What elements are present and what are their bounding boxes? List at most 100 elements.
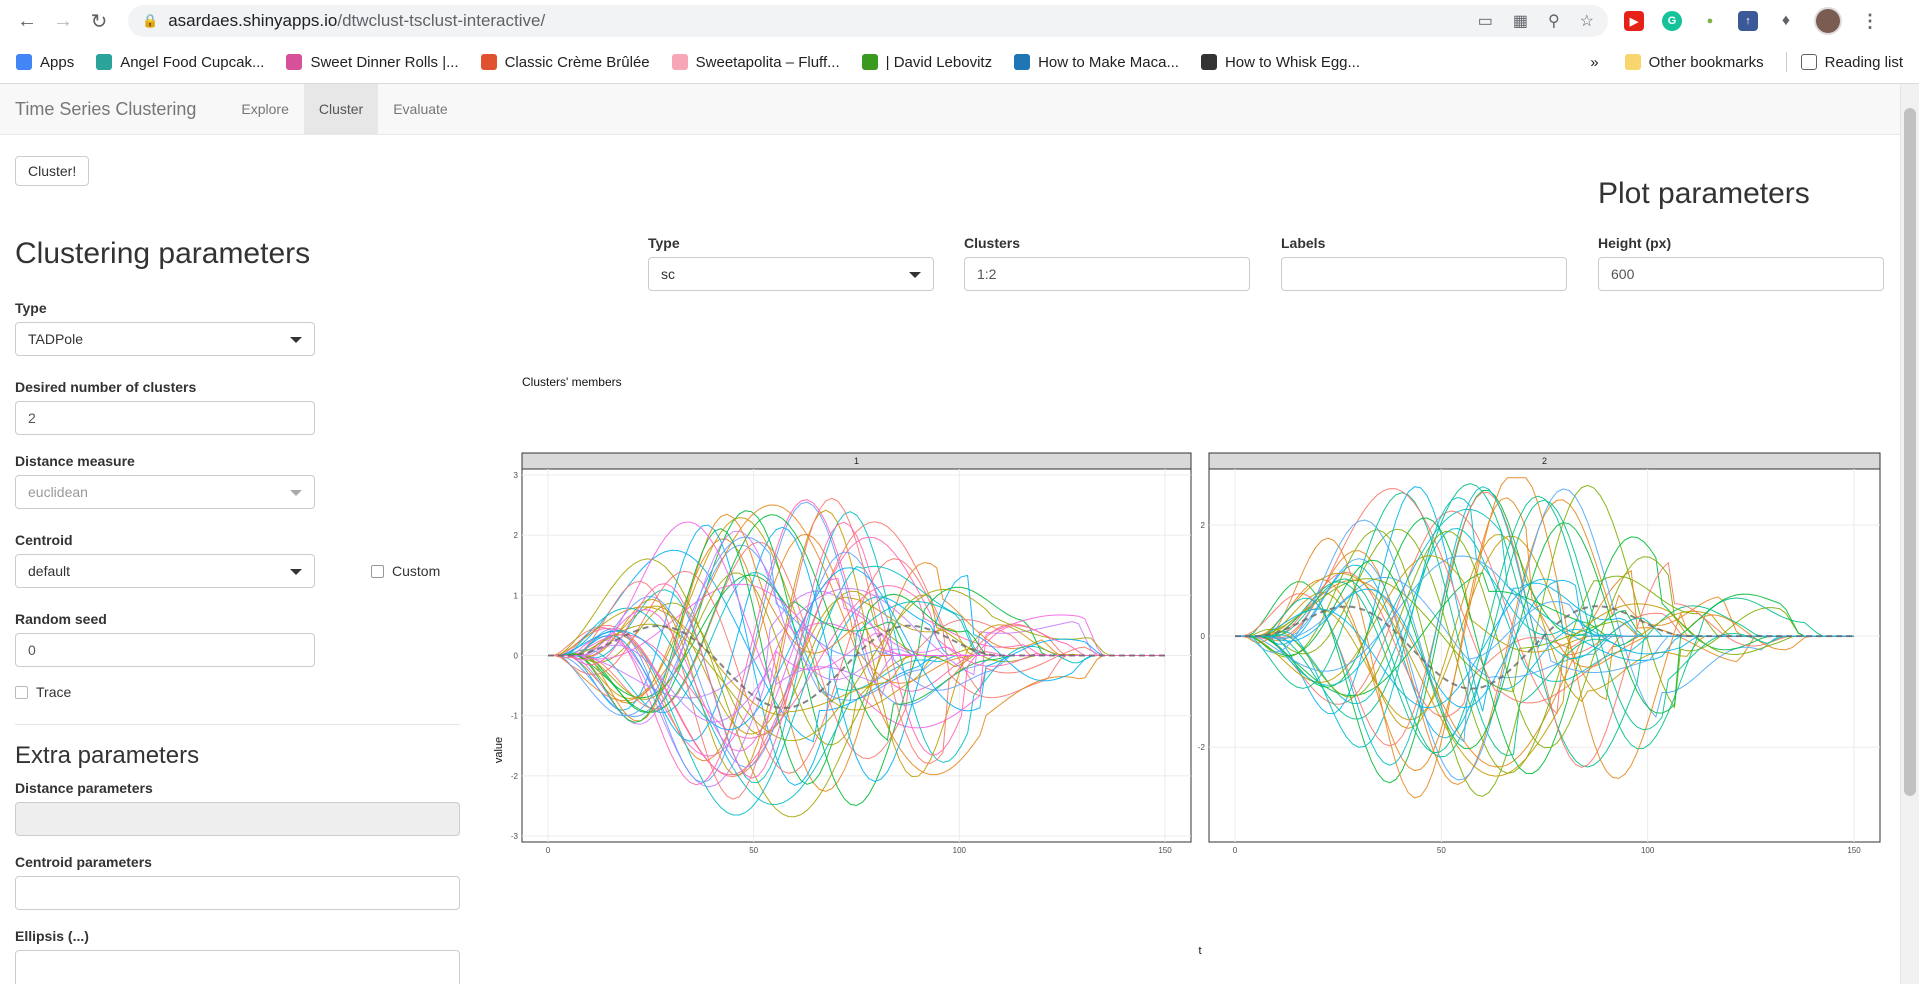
seed-label: Random seed: [15, 611, 107, 627]
tab-evaluate[interactable]: Evaluate: [393, 101, 448, 117]
x-tick-label: 150: [1847, 846, 1861, 855]
profile-avatar[interactable]: [1814, 7, 1842, 35]
bookmark-item[interactable]: | David Lebovitz: [861, 54, 992, 71]
series-line: [548, 567, 1165, 731]
centroid-value: default: [28, 563, 71, 579]
centroid-label: Centroid: [15, 532, 73, 548]
bookmarks-bar: Apps Angel Food Cupcak... Sweet Dinner Rol…: [0, 42, 1919, 82]
address-bar[interactable]: 🔒 asardaes.shinyapps.io/dtwclust-tsclust…: [128, 5, 1608, 37]
grammarly-extension-icon[interactable]: G: [1662, 11, 1682, 31]
custom-checkbox[interactable]: Custom: [371, 563, 440, 579]
x-axis-label: t: [1198, 945, 1201, 955]
type-label: Type: [15, 300, 47, 316]
custom-checkbox-box[interactable]: [371, 564, 384, 578]
upload-extension-icon[interactable]: ↑: [1738, 11, 1758, 31]
bookmark-favicon-icon: [16, 54, 32, 70]
lock-icon: 🔒: [142, 13, 159, 28]
series-line: [1235, 484, 1854, 797]
x-tick-label: 50: [749, 846, 758, 855]
bookmark-item[interactable]: Sweet Dinner Rolls |...: [286, 53, 459, 71]
distance-value: euclidean: [28, 484, 88, 500]
centroid-select[interactable]: default: [15, 554, 315, 588]
youtube-extension-icon[interactable]: ▶: [1624, 11, 1644, 31]
page-scrollbar[interactable]: [1900, 84, 1919, 984]
y-tick-label: -3: [511, 832, 519, 841]
chevron-down-icon: [290, 490, 302, 496]
ellipsis-input[interactable]: [15, 950, 460, 984]
bookmark-favicon-icon: [286, 54, 303, 70]
type-select[interactable]: TADPole: [15, 322, 315, 356]
series-line: [1235, 522, 1854, 750]
distance-label: Distance measure: [15, 453, 135, 469]
custom-label: Custom: [392, 563, 441, 579]
x-tick-label: 0: [546, 846, 551, 855]
reading-list[interactable]: Reading list: [1800, 54, 1903, 71]
bookmark-favicon-icon: [1200, 54, 1217, 70]
bookmark-item[interactable]: Apps: [16, 54, 74, 71]
y-tick-label: 2: [1201, 521, 1206, 530]
bookmark-item[interactable]: How to Make Maca...: [1014, 54, 1179, 71]
zoom-icon[interactable]: ⚲: [1547, 13, 1560, 30]
bookmarks-overflow-icon[interactable]: »: [1590, 53, 1599, 71]
centroid-params-label: Centroid parameters: [15, 854, 152, 870]
plot-labels-input[interactable]: [1281, 257, 1567, 291]
puzzle-extensions-icon[interactable]: ♦: [1776, 11, 1796, 31]
menu-dots-icon[interactable]: ⋮: [1860, 10, 1880, 31]
app-navbar: Time Series Clustering Explore Cluster E…: [0, 84, 1919, 135]
plot-type-select[interactable]: sc: [648, 257, 934, 291]
app-brand[interactable]: Time Series Clustering: [15, 98, 197, 119]
x-tick-label: 0: [1233, 846, 1238, 855]
series-line: [548, 558, 1165, 774]
type-value: TADPole: [28, 331, 83, 347]
trace-checkbox-box[interactable]: [15, 685, 28, 699]
plot-height-input[interactable]: 600: [1598, 257, 1884, 291]
y-tick-label: 3: [514, 471, 519, 480]
scrollbar-thumb[interactable]: [1904, 108, 1916, 796]
y-tick-label: -2: [1198, 743, 1206, 752]
bookmark-favicon-icon: [671, 54, 688, 70]
y-axis-label: value: [493, 737, 505, 763]
seed-input[interactable]: 0: [15, 633, 315, 667]
extra-heading: Extra parameters: [15, 742, 200, 769]
series-line: [548, 504, 1165, 776]
x-tick-label: 100: [1641, 846, 1655, 855]
y-tick-label: 1: [514, 591, 519, 600]
plot-clusters-input[interactable]: 1:2: [964, 257, 1250, 291]
trace-checkbox[interactable]: Trace: [15, 684, 71, 700]
cast-icon[interactable]: ▭: [1477, 13, 1493, 30]
apps-grid-icon[interactable]: ▦: [1512, 13, 1528, 30]
tab-cluster[interactable]: Cluster: [303, 84, 379, 134]
bookmark-item[interactable]: Angel Food Cupcak...: [96, 54, 264, 71]
back-icon[interactable]: ←: [17, 9, 37, 32]
drop-extension-icon[interactable]: ●: [1700, 11, 1720, 31]
trace-label: Trace: [36, 684, 72, 700]
distance-select[interactable]: euclidean: [15, 475, 315, 509]
reload-icon[interactable]: ↻: [90, 10, 108, 33]
plot-labels-label: Labels: [1281, 235, 1326, 251]
folder-icon: [1624, 54, 1641, 70]
star-icon[interactable]: ☆: [1579, 13, 1594, 30]
bookmark-favicon-icon: [1014, 54, 1031, 70]
distance-params-input[interactable]: [15, 802, 460, 836]
y-tick-label: -1: [511, 712, 519, 721]
bookmark-item[interactable]: How to Whisk Egg...: [1200, 54, 1360, 71]
tab-explore[interactable]: Explore: [241, 101, 289, 117]
bookmark-label: Sweet Dinner Rolls |...: [310, 53, 459, 71]
reading-list-icon: [1800, 54, 1817, 70]
plot-params-heading: Plot parameters: [1598, 177, 1810, 210]
cluster-button[interactable]: Cluster!: [15, 156, 90, 186]
bookmark-item[interactable]: Classic Crème Brûlée: [480, 54, 650, 71]
centroid-params-input[interactable]: [15, 876, 460, 910]
url-host: asardaes.shinyapps.io: [168, 11, 338, 30]
bookmark-favicon-icon: [861, 54, 878, 70]
forward-icon[interactable]: →: [53, 9, 73, 32]
browser-chrome: ← → ↻ 🔒 asardaes.shinyapps.io/dtwclust-t…: [0, 0, 1919, 84]
other-bookmarks[interactable]: Other bookmarks: [1624, 54, 1764, 71]
ellipsis-label: Ellipsis (...): [15, 928, 89, 944]
y-tick-label: 2: [514, 531, 519, 540]
bookmark-item[interactable]: Sweetapolita – Fluff...: [671, 54, 840, 71]
num-clusters-input[interactable]: 2: [15, 401, 315, 435]
y-tick-label: 0: [514, 652, 519, 661]
main-content: Cluster! Clustering parameters Type TADP…: [0, 135, 1919, 984]
